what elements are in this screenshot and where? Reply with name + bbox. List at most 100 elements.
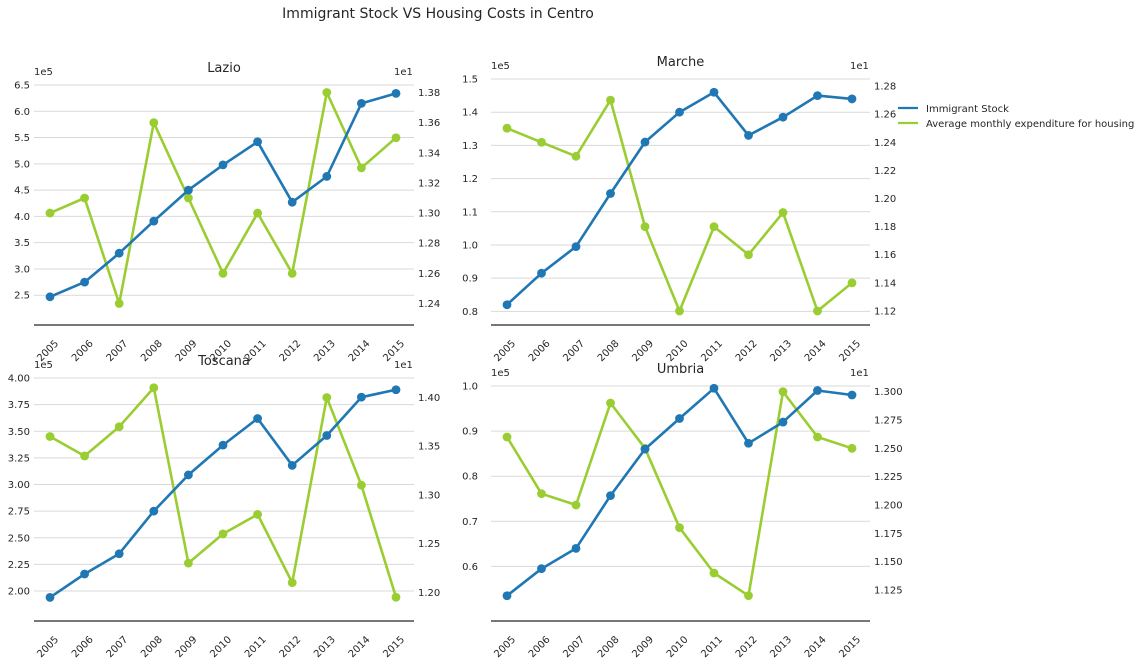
data-point-immigrant-stock [184, 185, 193, 195]
data-point-immigrant-stock [640, 137, 650, 147]
data-point-immigrant-stock [778, 417, 788, 427]
data-point-housing-expenditure [322, 88, 332, 97]
data-point-immigrant-stock [744, 438, 753, 448]
x-tick-label: 2008 [596, 338, 622, 364]
x-tick-label: 2007 [561, 338, 587, 364]
data-point-housing-expenditure [813, 306, 822, 316]
right-scale-label: 1e1 [394, 360, 413, 371]
right-tick-label: 1.250 [874, 444, 903, 455]
left-tick-label: 3.0 [14, 264, 30, 275]
x-tick-label: 2011 [699, 338, 725, 364]
right-tick-label: 1.18 [874, 222, 896, 233]
x-tick-label: 2014 [347, 338, 373, 364]
data-point-immigrant-stock [218, 160, 228, 170]
right-tick-label: 1.22 [874, 166, 896, 177]
left-tick-label: 0.9 [462, 427, 478, 438]
data-point-immigrant-stock [287, 460, 297, 470]
right-tick-label: 1.38 [418, 88, 440, 99]
x-tick-label: 2012 [734, 634, 760, 658]
data-point-housing-expenditure [709, 568, 719, 578]
data-point-immigrant-stock [45, 292, 55, 302]
data-point-immigrant-stock [571, 242, 581, 252]
x-tick-label: 2015 [837, 338, 863, 364]
series-line-immigrant-stock [49, 92, 397, 298]
right-tick-label: 1.225 [874, 472, 903, 483]
left-tick-label: 0.9 [462, 274, 478, 285]
data-point-immigrant-stock [537, 564, 546, 574]
right-tick-label: 1.34 [418, 148, 440, 159]
right-tick-label: 1.200 [874, 501, 903, 512]
series-line-immigrant-stock [49, 388, 397, 599]
data-point-housing-expenditure [287, 268, 297, 278]
right-tick-label: 1.36 [418, 118, 440, 129]
data-point-housing-expenditure [606, 95, 615, 105]
subplot-title: Umbria [657, 362, 704, 377]
legend-label-housing-expenditure: Average monthly expenditure for housing [926, 119, 1134, 130]
panel-umbria: 0.6 0.7 0.8 0.9 1.0 1.125 1.150 1.175 1.200 1.225… [462, 362, 903, 658]
data-point-housing-expenditure [502, 432, 512, 442]
data-point-immigrant-stock [357, 98, 366, 108]
x-tick-label: 2006 [70, 338, 96, 364]
data-point-immigrant-stock [253, 137, 262, 147]
data-point-immigrant-stock [778, 112, 788, 122]
data-point-housing-expenditure [744, 591, 753, 601]
right-tick-label: 1.32 [418, 178, 440, 189]
left-tick-label: 1.4 [462, 108, 478, 119]
data-point-housing-expenditure [606, 398, 615, 408]
legend-label-immigrant-stock: Immigrant Stock [926, 104, 1009, 115]
data-point-housing-expenditure [253, 208, 262, 218]
left-tick-label: 2.75 [8, 507, 30, 518]
data-point-housing-expenditure [675, 306, 684, 316]
right-tick-label: 1.275 [874, 416, 903, 427]
right-tick-label: 1.14 [874, 278, 896, 289]
left-tick-label: 5.0 [14, 159, 30, 170]
data-point-housing-expenditure [322, 393, 332, 402]
data-point-immigrant-stock [847, 390, 857, 400]
left-tick-label: 3.5 [14, 238, 30, 249]
data-point-immigrant-stock [391, 89, 401, 98]
right-tick-label: 1.40 [418, 393, 440, 404]
x-tick-label: 2012 [278, 338, 304, 364]
x-tick-label: 2005 [35, 634, 61, 658]
data-point-housing-expenditure [45, 208, 55, 218]
left-scale-label: 1e5 [491, 368, 510, 379]
data-point-housing-expenditure [571, 151, 581, 161]
right-tick-label: 1.125 [874, 586, 903, 597]
x-tick-label: 2008 [139, 338, 165, 364]
x-tick-label: 2011 [243, 634, 269, 658]
x-tick-label: 2009 [174, 634, 200, 658]
x-tick-label: 2014 [803, 634, 829, 658]
x-tick-label: 2009 [630, 634, 656, 658]
data-point-immigrant-stock [149, 506, 159, 516]
right-tick-label: 1.25 [418, 539, 440, 550]
left-tick-label: 0.8 [462, 307, 478, 318]
left-tick-label: 3.00 [8, 480, 30, 491]
data-point-immigrant-stock [606, 491, 615, 500]
left-tick-label: 2.50 [8, 533, 30, 544]
data-point-immigrant-stock [675, 107, 684, 117]
data-point-immigrant-stock [45, 593, 55, 602]
right-tick-label: 1.24 [418, 299, 440, 310]
x-tick-label: 2015 [837, 634, 863, 658]
right-tick-label: 1.16 [874, 250, 896, 261]
data-point-housing-expenditure [675, 523, 684, 533]
x-tick-label: 2009 [630, 338, 656, 364]
data-point-immigrant-stock [502, 300, 512, 310]
x-tick-label: 2008 [596, 634, 622, 658]
series-line-housing-expenditure [506, 98, 853, 313]
right-scale-label: 1e1 [394, 67, 413, 78]
left-tick-label: 5.5 [14, 133, 30, 144]
data-point-immigrant-stock [322, 431, 332, 440]
data-point-immigrant-stock [322, 172, 332, 181]
data-point-immigrant-stock [357, 392, 366, 402]
left-scale-label: 1e5 [34, 360, 53, 371]
data-point-immigrant-stock [847, 94, 857, 104]
right-tick-label: 1.24 [874, 138, 896, 149]
data-point-immigrant-stock [709, 87, 719, 97]
x-tick-label: 2014 [347, 634, 373, 658]
data-point-housing-expenditure [287, 578, 297, 588]
figure-title: Immigrant Stock VS Housing Costs in Cent… [282, 6, 594, 22]
data-point-housing-expenditure [218, 268, 228, 278]
right-tick-label: 1.150 [874, 557, 903, 568]
data-point-housing-expenditure [80, 193, 89, 203]
